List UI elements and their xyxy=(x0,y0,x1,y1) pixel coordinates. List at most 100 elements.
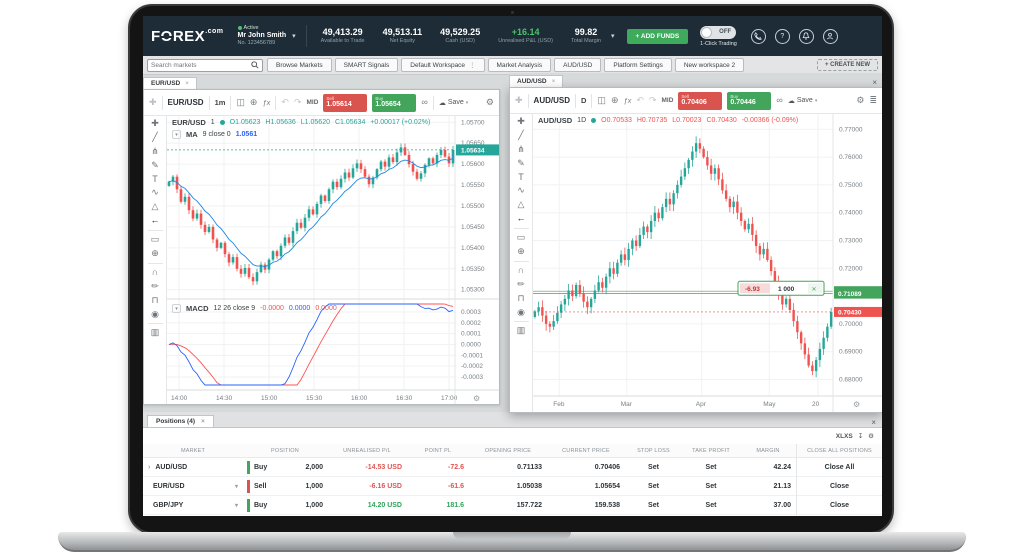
tab-audusd[interactable]: AUD/USD × xyxy=(509,75,564,87)
chevron-down-icon[interactable]: ▾ xyxy=(292,33,296,40)
stop-loss-set-button[interactable]: Set xyxy=(648,464,659,471)
create-workspace-button[interactable]: + CREATE NEW xyxy=(816,59,878,71)
remove-drawings-tool-icon[interactable]: ▥ xyxy=(516,325,526,336)
close-position-button[interactable]: Close xyxy=(796,477,882,496)
chart-style-icon[interactable]: ◫ xyxy=(236,97,245,107)
link-icon[interactable]: ∞ xyxy=(776,95,783,105)
take-profit-set-button[interactable]: Set xyxy=(705,483,717,490)
undo-icon[interactable]: ↶ xyxy=(281,97,289,107)
market-dropdown-icon[interactable]: ▾ xyxy=(234,503,238,509)
workspace-tab-default-workspace[interactable]: Default Workspace ⋮ xyxy=(401,58,485,72)
arrow-tool-icon[interactable]: ← xyxy=(516,213,526,224)
one-click-trading-toggle[interactable]: OFF xyxy=(700,25,737,39)
export-xlsx-button[interactable]: XLXS xyxy=(835,432,853,440)
trend-line-tool-icon[interactable]: ╱ xyxy=(152,131,158,142)
take-profit-set-button[interactable]: Set xyxy=(705,502,717,509)
search-markets-input[interactable] xyxy=(151,61,251,69)
add-funds-button[interactable]: + ADD FUNDS xyxy=(626,28,689,44)
redo-icon[interactable]: ↷ xyxy=(293,97,302,107)
symbol-selector[interactable]: AUD/USD xyxy=(533,96,570,105)
crosshair-tool-icon[interactable]: ✚ xyxy=(517,116,525,126)
text-tool-icon[interactable]: T xyxy=(152,173,158,184)
take-profit-set-button[interactable]: Set xyxy=(705,464,717,471)
magnet-tool-icon[interactable]: ∩ xyxy=(151,266,159,277)
close-window-icon[interactable]: × xyxy=(872,78,877,87)
arrow-tool-icon[interactable]: ← xyxy=(150,215,160,226)
market-dropdown-icon[interactable]: ▾ xyxy=(234,484,238,490)
indicators-icon[interactable]: ƒx xyxy=(623,95,632,105)
brush-tool-icon[interactable]: ✎ xyxy=(151,159,159,170)
trend-line-tool-icon[interactable]: ╱ xyxy=(518,129,524,140)
workspace-tab-aud-usd[interactable]: AUD/USD xyxy=(554,58,602,72)
undo-icon[interactable]: ↶ xyxy=(636,95,644,105)
forecast-tool-icon[interactable]: △ xyxy=(151,201,159,212)
buy-button[interactable]: Buy 0.70446 xyxy=(727,91,772,110)
audusd-candlestick-chart[interactable]: 0.77000 0.76000 0.75000 0.74000 0.73000 0.720… xyxy=(533,114,882,412)
magnet-tool-icon[interactable]: ∩ xyxy=(517,264,525,275)
tab-positions[interactable]: Positions (4) × xyxy=(147,415,214,427)
zoom-in-tool-icon[interactable]: ⊕ xyxy=(151,248,159,259)
help-icon[interactable]: ? xyxy=(774,28,790,44)
account-menu[interactable]: Active Mr John Smith No. 123456789 ▾ xyxy=(237,25,296,48)
search-markets-box[interactable] xyxy=(147,58,263,72)
crosshair-mode-icon[interactable]: ✚ xyxy=(515,95,523,105)
timeframe-selector[interactable]: 1m xyxy=(214,98,226,107)
pattern-tool-icon[interactable]: ∿ xyxy=(151,187,159,198)
save-layout-button[interactable]: ☁ Save ▾ xyxy=(787,97,818,105)
draw-lock-tool-icon[interactable]: ✏ xyxy=(151,280,159,291)
close-position-button[interactable]: Close All xyxy=(796,458,882,477)
toggle-knob[interactable] xyxy=(701,26,713,38)
workspace-tab-new-workspace-2[interactable]: New workspace 2 xyxy=(674,58,745,72)
close-position-button[interactable]: Close xyxy=(796,496,882,515)
close-tab-icon[interactable]: × xyxy=(201,418,205,425)
indicators-icon[interactable]: ƒx xyxy=(262,97,271,107)
workspace-tab-browse-markets[interactable]: Browse Markets xyxy=(267,58,332,72)
compare-icon[interactable]: ⊕ xyxy=(249,97,258,107)
timeframe-selector[interactable]: D xyxy=(581,96,587,105)
ma-dropdown-icon[interactable]: ▾ xyxy=(172,130,181,139)
support-phone-icon[interactable] xyxy=(750,28,766,44)
notifications-bell-icon[interactable] xyxy=(798,28,814,44)
link-icon[interactable]: ∞ xyxy=(421,97,428,107)
show-hide-tool-icon[interactable]: ◉ xyxy=(517,306,525,317)
macd-dropdown-icon[interactable]: ▾ xyxy=(172,304,181,313)
download-icon[interactable]: ↧ xyxy=(857,433,864,440)
close-tab-icon[interactable]: × xyxy=(185,80,190,87)
draw-lock-tool-icon[interactable]: ✏ xyxy=(517,278,525,289)
sell-button[interactable]: Sell 0.70406 xyxy=(678,91,723,110)
lock-tool-icon[interactable]: ⊓ xyxy=(517,292,525,303)
brush-tool-icon[interactable]: ✎ xyxy=(517,157,525,168)
workspace-tab-market-analysis[interactable]: Market Analysis xyxy=(487,58,552,72)
chart-settings-gear-icon[interactable]: ⚙ xyxy=(856,95,865,105)
crosshair-tool-icon[interactable]: ✚ xyxy=(151,118,159,128)
pitchfork-tool-icon[interactable]: ⋔ xyxy=(151,145,159,156)
symbol-selector[interactable]: EUR/USD xyxy=(167,98,204,107)
tab-eurusd[interactable]: EUR/USD × xyxy=(143,77,198,89)
close-panel-icon[interactable]: × xyxy=(871,418,876,427)
expand-icon[interactable]: › xyxy=(148,464,151,471)
save-layout-button[interactable]: ☁ Save ▾ xyxy=(438,99,469,107)
mid-price-toggle[interactable]: MID xyxy=(306,99,319,106)
show-hide-tool-icon[interactable]: ◉ xyxy=(151,308,159,319)
forecast-tool-icon[interactable]: △ xyxy=(517,199,525,210)
lock-tool-icon[interactable]: ⊓ xyxy=(151,294,159,305)
chart-settings-gear-icon[interactable]: ⚙ xyxy=(485,97,494,107)
eurusd-candlestick-chart[interactable]: 1.05700 1.05650 1.05600 1.05550 1.05500 1.054… xyxy=(167,116,499,404)
close-tab-icon[interactable]: × xyxy=(551,78,556,85)
table-settings-gear-icon[interactable]: ⚙ xyxy=(868,433,874,440)
workspace-tab-platform-settings[interactable]: Platform Settings xyxy=(604,58,672,72)
stop-loss-set-button[interactable]: Set xyxy=(648,483,659,490)
compare-icon[interactable]: ⊕ xyxy=(610,95,619,105)
position-tag[interactable]: -6.93 1 000 ✕ xyxy=(737,280,825,296)
stop-loss-set-button[interactable]: Set xyxy=(648,502,659,509)
crosshair-mode-icon[interactable]: ✚ xyxy=(149,97,157,107)
layers-icon[interactable]: ≣ xyxy=(869,95,877,105)
remove-drawings-tool-icon[interactable]: ▥ xyxy=(150,327,160,338)
buy-button[interactable]: Buy 1.05654 xyxy=(372,93,417,112)
measure-tool-icon[interactable]: ▭ xyxy=(150,234,160,245)
workspace-tab-smart-signals[interactable]: SMART Signals xyxy=(334,58,399,72)
profile-icon[interactable] xyxy=(822,28,838,44)
mid-price-toggle[interactable]: MID xyxy=(661,97,674,104)
measure-tool-icon[interactable]: ▭ xyxy=(516,232,526,243)
stats-chevron-icon[interactable]: ▾ xyxy=(611,33,615,40)
